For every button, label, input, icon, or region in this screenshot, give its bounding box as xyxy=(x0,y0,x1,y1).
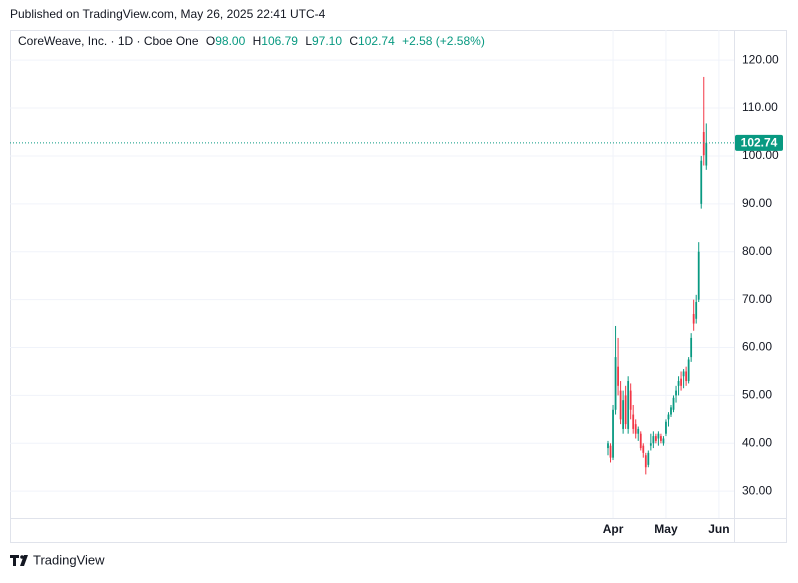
y-tick-label: 40.00 xyxy=(742,435,772,449)
y-tick-label: 80.00 xyxy=(742,244,772,258)
candle-body xyxy=(657,433,660,439)
x-tick-label: Apr xyxy=(603,522,624,536)
candle-body xyxy=(609,445,612,458)
candle-body xyxy=(670,407,672,415)
x-tick-label: May xyxy=(654,522,678,536)
candle-body xyxy=(672,397,675,410)
candle-body xyxy=(644,455,647,468)
low-value: 97.10 xyxy=(312,34,342,48)
candle-body xyxy=(700,160,703,204)
candle-body xyxy=(607,443,609,449)
candle-body xyxy=(705,142,708,166)
y-tick-label: 60.00 xyxy=(742,340,772,354)
candle-body xyxy=(652,436,655,444)
candle-body xyxy=(614,357,617,410)
y-tick-label: 110.00 xyxy=(742,100,778,114)
candle-body xyxy=(642,445,645,453)
candle-body xyxy=(624,395,627,425)
candle-body xyxy=(692,313,695,324)
symbol: CoreWeave, Inc. · 1D · Cboe One xyxy=(18,34,199,48)
last-price-tag xyxy=(735,134,783,151)
candle-body xyxy=(660,436,662,441)
candle-body xyxy=(682,371,685,377)
candle-body xyxy=(695,302,698,319)
close-key: C xyxy=(349,34,358,48)
candle-body xyxy=(629,390,632,410)
candle-body xyxy=(665,421,667,434)
high-key: H xyxy=(253,34,262,48)
candle-body xyxy=(637,428,640,434)
y-tick-label: 30.00 xyxy=(742,483,772,497)
last-price-label: 102.74 xyxy=(741,136,778,150)
candle-body xyxy=(632,414,635,429)
brand-logo xyxy=(10,555,28,566)
candle-body xyxy=(667,414,670,420)
change: +2.58 (+2.58%) xyxy=(402,34,485,48)
candle-body xyxy=(622,400,625,429)
chart-frame xyxy=(10,30,787,543)
candle-body xyxy=(619,390,622,420)
candle-body xyxy=(690,337,693,358)
grid xyxy=(10,30,734,518)
candle-body xyxy=(697,251,700,300)
y-tick-label: 120.00 xyxy=(742,52,779,66)
candle-body xyxy=(662,438,665,444)
candle-body xyxy=(639,433,642,449)
y-tick-label: 70.00 xyxy=(742,292,772,306)
candle-body xyxy=(702,132,705,156)
open-value: 98.00 xyxy=(215,34,245,48)
candle-body xyxy=(685,371,688,382)
y-tick-label: 100.00 xyxy=(742,148,779,162)
high-value: 106.79 xyxy=(261,34,298,48)
close-value: 102.74 xyxy=(358,34,395,48)
low-key: L xyxy=(305,34,312,48)
candle-body xyxy=(677,381,680,386)
candle-body xyxy=(627,381,630,429)
x-tick-label: Jun xyxy=(708,522,729,536)
candle-body xyxy=(647,452,650,465)
candle-body xyxy=(675,390,677,396)
y-tick-label: 90.00 xyxy=(742,196,772,210)
candle-body xyxy=(654,436,657,441)
candle-body xyxy=(680,378,682,386)
y-tick-label: 50.00 xyxy=(742,388,772,402)
published-note: Published on TradingView.com, May 26, 20… xyxy=(10,7,326,21)
brand-name: TradingView xyxy=(33,552,105,567)
candle-body xyxy=(649,443,652,446)
candle-body xyxy=(634,424,637,434)
candle-body xyxy=(617,366,619,386)
legend: CoreWeave, Inc. · 1D · Cboe One O98.00 H… xyxy=(18,34,485,48)
candle-body xyxy=(612,409,614,458)
open-key: O xyxy=(206,34,215,48)
candle-body xyxy=(687,359,690,382)
candles xyxy=(607,76,708,475)
